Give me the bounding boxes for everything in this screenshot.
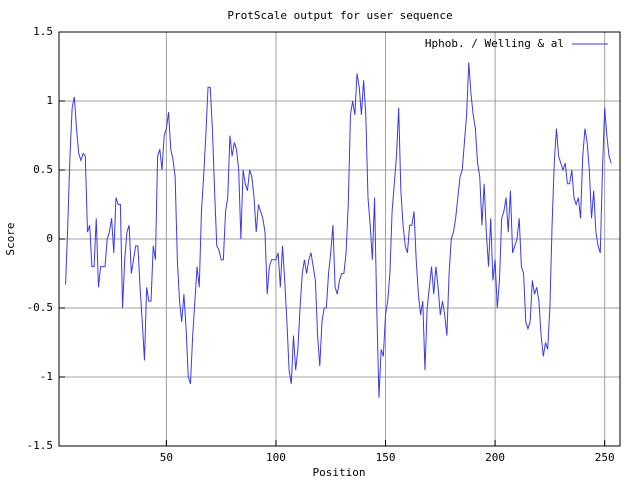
y-axis-label: Score <box>4 222 17 255</box>
chart-title: ProtScale output for user sequence <box>227 9 452 22</box>
x-axis-label: Position <box>313 466 366 479</box>
x-tick-label: 250 <box>595 451 615 464</box>
y-tick-label: 1.5 <box>33 25 53 38</box>
y-tick-label: 0.5 <box>33 163 53 176</box>
legend-label: Hphob. / Welling & al <box>425 37 564 50</box>
y-tick-label: 0 <box>46 232 53 245</box>
x-tick-label: 100 <box>266 451 286 464</box>
plot-frame <box>58 31 621 447</box>
data-line <box>65 62 612 398</box>
x-tick-label: 150 <box>376 451 396 464</box>
y-tick-label: 1 <box>46 94 53 107</box>
y-tick-label: -1.5 <box>27 439 54 452</box>
y-tick-label: -1 <box>40 370 53 383</box>
x-tick-label: 200 <box>485 451 505 464</box>
y-tick-label: -0.5 <box>27 301 54 314</box>
x-tick-label: 50 <box>160 451 173 464</box>
